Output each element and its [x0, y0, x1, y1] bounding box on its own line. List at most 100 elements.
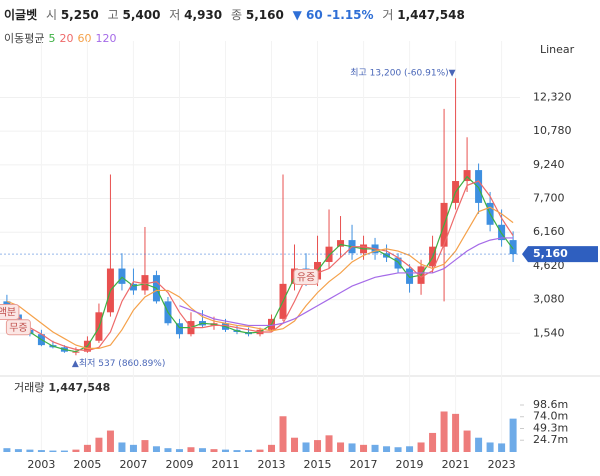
volume-bar [175, 449, 183, 452]
x-tick-label: 2009 [165, 458, 193, 471]
high-annotation: 최고 13,200 (-60.91%)▼ [350, 68, 455, 79]
volume-bar [118, 442, 126, 452]
quote-value: 4,930 [184, 8, 223, 22]
candle-body [141, 275, 149, 291]
y-tick-label: 6,160 [533, 225, 565, 238]
volume-bar [279, 416, 287, 452]
volume-bar [268, 444, 276, 452]
x-tick-label: 2021 [442, 458, 470, 471]
change: ▼ 60 -1.15% [292, 8, 374, 22]
candle-body [475, 170, 483, 203]
volume-title: 거래량 1,447,548 [14, 381, 110, 394]
event-label: 유증 [297, 271, 315, 283]
low-annotation: ▲최저 537 (860.89%) [72, 358, 165, 369]
volume-bar [337, 442, 345, 452]
volume-bar [509, 418, 517, 452]
stock-name: 이글벳 [4, 8, 38, 22]
quote: 거 1,447,548 [382, 8, 464, 22]
volume-bar [417, 442, 425, 452]
y-tick-label: 9,240 [533, 158, 565, 171]
volume-bar [325, 435, 333, 452]
quote-label: 거 [382, 8, 394, 22]
quote-value: 5,160 [245, 8, 284, 22]
volume-bar [152, 446, 160, 452]
volume-bar [26, 449, 34, 452]
ma-line [179, 237, 514, 327]
volume-bar [383, 446, 391, 452]
quote: 시 5,250 [46, 8, 99, 22]
legend-entry: 20 [59, 32, 74, 45]
event-label: 액분 [0, 306, 16, 318]
event-box [0, 303, 20, 320]
volume-bar [60, 450, 68, 452]
candle-body [175, 323, 183, 335]
volume-bar [440, 411, 448, 452]
x-tick-label: 2015 [304, 458, 332, 471]
quote-label: 저 [169, 8, 181, 22]
volume-bar [83, 444, 91, 452]
quote-label: 고 [107, 8, 119, 22]
x-tick-label: 2013 [258, 458, 286, 471]
volume-tick-label: 74.0m [533, 410, 568, 423]
y-tick-label: 3,080 [533, 293, 565, 306]
ma-line [6, 206, 514, 350]
volume-bar [498, 443, 506, 452]
volume-bar [371, 444, 379, 452]
x-tick-label: 2019 [396, 458, 424, 471]
volume-bar [198, 448, 206, 452]
x-tick-label: 2007 [119, 458, 147, 471]
candle-body [129, 283, 137, 291]
volume-label: 거래량 [14, 381, 44, 394]
ma-legend: 이동평균 5 20 60 120 [4, 30, 120, 46]
y-tick-label: 7,700 [533, 192, 565, 205]
volume-bar [3, 448, 11, 452]
x-tick-label: 2003 [27, 458, 55, 471]
candle-body [509, 240, 517, 255]
x-tick-label: 2017 [350, 458, 378, 471]
volume-bar [210, 449, 218, 452]
candle-body [337, 240, 345, 247]
volume-tick-label: 24.7m [533, 433, 568, 446]
candle-body [463, 170, 471, 182]
quote-label: 시 [45, 8, 57, 22]
volume-tick-label: 98.6m [533, 398, 568, 411]
volume-bar [233, 450, 241, 452]
legend-entry: 120 [95, 32, 117, 45]
header: 이글벳 시 5,250 고 5,400 저 4,930 종 5,160 ▼ 60… [4, 6, 470, 23]
legend-entry: 5 [48, 32, 56, 45]
volume-bar [463, 430, 471, 452]
volume-bar [129, 444, 137, 452]
legend-entry: 60 [77, 32, 92, 45]
x-tick-label: 2005 [73, 458, 101, 471]
quote-value: 1,447,548 [397, 8, 465, 22]
volume-bar [360, 444, 368, 452]
volume-total: 1,447,548 [48, 381, 110, 394]
volume-bar [291, 437, 299, 452]
volume-bar [244, 450, 252, 452]
volume-bar [37, 450, 45, 452]
volume-bar [14, 449, 22, 452]
scale-label: Linear [540, 43, 575, 56]
volume-bar [256, 449, 264, 452]
quote: 종 5,160 [231, 8, 284, 22]
y-tick-label: 1,540 [533, 326, 565, 339]
y-tick-label: 12,320 [533, 90, 572, 103]
volume-tick-label: 49.3m [533, 422, 568, 435]
volume-bar [95, 437, 103, 452]
volume-bar [164, 448, 172, 452]
y-tick-label: 10,780 [533, 124, 572, 137]
quote-label: 종 [230, 8, 243, 22]
x-tick-label: 2023 [488, 458, 516, 471]
volume-bar [348, 443, 356, 452]
volume-bar [475, 437, 483, 452]
candle-body [394, 257, 402, 269]
event-box [293, 268, 319, 285]
volume-bar [106, 430, 114, 452]
ma-label: 이동평균 [4, 32, 45, 45]
event-label: 무증 [9, 322, 27, 334]
quote-value: 5,400 [122, 8, 161, 22]
last-price-label: 5,160 [533, 247, 568, 260]
quote: 고 5,400 [108, 8, 161, 22]
